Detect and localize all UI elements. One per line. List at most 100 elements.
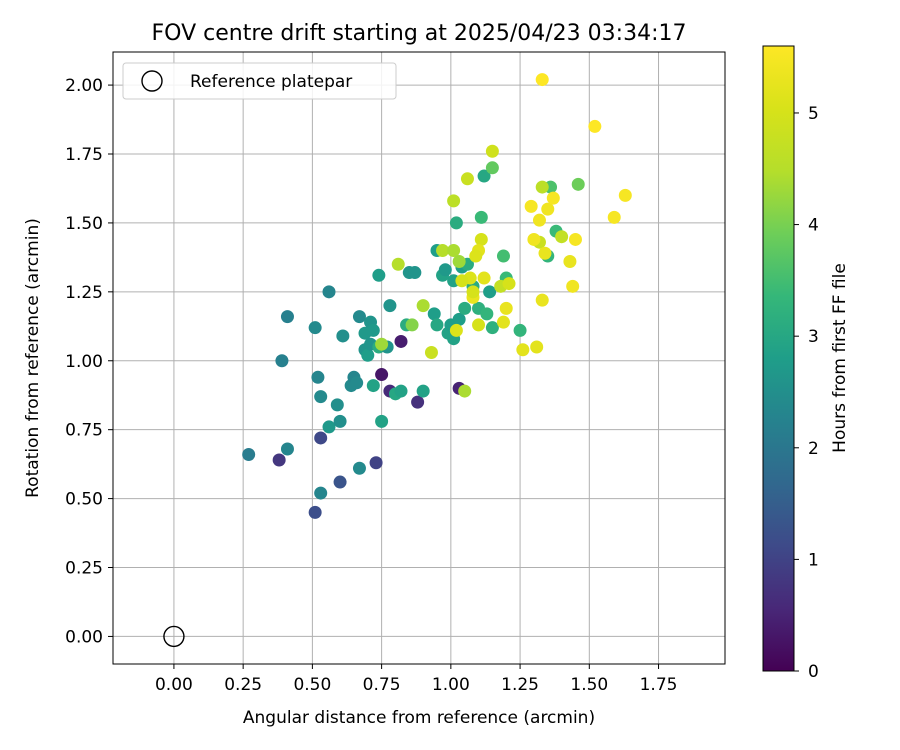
scatter-point (460, 172, 474, 186)
y-axis-ticks: 0.00 0.25 0.50 0.75 1.00 1.25 1.50 1.75 2.00 (65, 76, 113, 647)
x-axis-ticks: 0.00 0.25 0.50 0.75 1.00 1.25 1.50 1.75 (155, 664, 677, 695)
scatter-point (532, 213, 546, 227)
scatter-point (458, 301, 472, 315)
scatter-point (452, 255, 466, 269)
x-tick-label: 0.25 (224, 675, 262, 695)
x-tick-label: 1.75 (640, 675, 678, 695)
scatter-point (455, 274, 469, 288)
scatter-point (513, 323, 527, 337)
colorbar-tick-label: 5 (808, 104, 819, 124)
x-tick-label: 0.00 (155, 675, 193, 695)
scatter-point (361, 348, 375, 362)
x-tick-label: 1.25 (501, 675, 539, 695)
scatter-point (311, 370, 325, 384)
scatter-point (588, 119, 602, 133)
plot-grid (113, 52, 725, 664)
scatter-point (438, 263, 452, 277)
y-tick-label: 1.00 (65, 352, 103, 372)
y-axis-label: Rotation from reference (arcmin) (23, 218, 43, 498)
x-axis-label: Angular distance from reference (arcmin) (243, 708, 595, 728)
scatter-point (447, 194, 461, 208)
scatter-point (477, 271, 491, 285)
scatter-point (447, 243, 461, 257)
scatter-point (485, 161, 499, 175)
x-tick-label: 0.50 (293, 675, 331, 695)
x-tick-label: 1.00 (432, 675, 470, 695)
scatter-point (466, 285, 480, 299)
scatter-point (352, 310, 366, 324)
scatter-point (472, 318, 486, 332)
scatter-point (352, 461, 366, 475)
scatter-point (280, 310, 294, 324)
scatter-point (538, 246, 552, 260)
scatter-point (474, 210, 488, 224)
scatter-point (366, 323, 380, 337)
scatter-point (469, 249, 483, 263)
scatter-point (314, 390, 328, 404)
y-tick-label: 1.50 (65, 214, 103, 234)
scatter-point (568, 232, 582, 246)
scatter-point (350, 376, 364, 390)
scatter-point (366, 379, 380, 393)
y-tick-label: 0.00 (65, 627, 103, 647)
scatter-point (416, 384, 430, 398)
y-tick-label: 0.50 (65, 490, 103, 510)
scatter-point (314, 431, 328, 445)
scatter-point (308, 321, 322, 335)
colorbar-tick-label: 4 (808, 216, 819, 236)
scatter-point (242, 447, 256, 461)
colorbar: 0 1 2 3 4 5 Hours from first FF file (762, 45, 850, 682)
scatter-point (436, 243, 450, 257)
y-tick-label: 1.75 (65, 145, 103, 165)
scatter-point (535, 73, 549, 87)
x-tick-label: 0.75 (363, 675, 401, 695)
scatter-point (308, 505, 322, 519)
scatter-point (527, 232, 541, 246)
scatter-point (275, 354, 289, 368)
legend: Reference platepar (122, 62, 397, 100)
scatter-point (405, 318, 419, 332)
scatter-point (427, 307, 441, 321)
scatter-point (336, 329, 350, 343)
scatter-point (408, 266, 422, 280)
x-tick-label: 1.50 (570, 675, 608, 695)
scatter-point (541, 202, 555, 216)
colorbar-label: Hours from first FF file (830, 263, 850, 453)
chart-title: FOV centre drift starting at 2025/04/23 … (152, 21, 687, 46)
colorbar-tick-label: 2 (808, 439, 819, 459)
scatter-point (330, 398, 344, 412)
scatter-point (458, 384, 472, 398)
scatter-point (375, 414, 389, 428)
legend-label: Reference platepar (190, 72, 352, 92)
scatter-point (516, 343, 530, 357)
scatter-point (496, 249, 510, 263)
scatter-point (394, 334, 408, 348)
scatter-point (496, 315, 510, 329)
scatter-point (383, 299, 397, 313)
scatter-point (372, 268, 386, 282)
scatter-point (530, 340, 544, 354)
scatter-point (314, 486, 328, 500)
scatter-point (555, 230, 569, 244)
scatter-point (333, 414, 347, 428)
scatter-point (391, 257, 405, 271)
scatter-point (416, 299, 430, 313)
scatter-point (477, 169, 491, 183)
scatter-point (485, 144, 499, 158)
scatter-point (394, 384, 408, 398)
scatter-point (333, 475, 347, 489)
scatter-point (524, 199, 538, 213)
scatter-point (452, 312, 466, 326)
colorbar-gradient (762, 45, 795, 672)
scatter-point (535, 293, 549, 307)
scatter-point (280, 442, 294, 456)
scatter-point (430, 318, 444, 332)
scatter-point (483, 285, 497, 299)
scatter-point (535, 180, 549, 194)
colorbar-tick-label: 3 (808, 327, 819, 347)
scatter-point (499, 301, 513, 315)
scatter-point (369, 456, 383, 470)
plot-frame (112, 51, 726, 665)
legend-reference-marker (141, 70, 163, 92)
